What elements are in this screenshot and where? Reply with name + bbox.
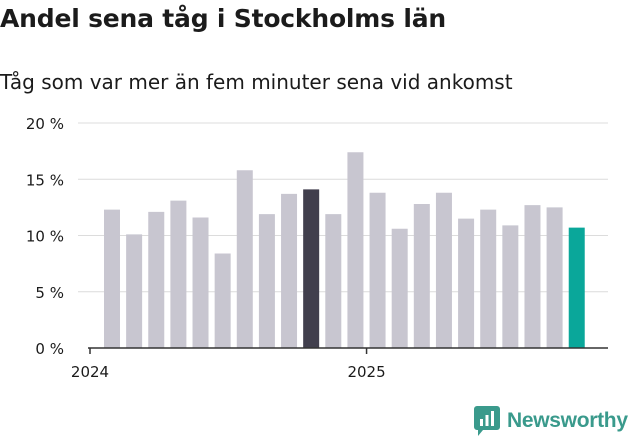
bar	[170, 200, 187, 348]
newsworthy-brand-name: Newsworthy	[507, 409, 628, 432]
bar	[347, 152, 364, 348]
bar	[126, 234, 143, 348]
bar	[546, 207, 563, 348]
bar-chart: 0 % 5 % 10 % 15 % 20 % 2024 2025	[26, 115, 608, 381]
chart-title: Andel sena tåg i Stockholms län	[0, 4, 446, 33]
bar	[214, 253, 231, 348]
y-tick-label: 15 %	[26, 171, 64, 189]
bar	[192, 217, 209, 348]
bar	[104, 209, 120, 348]
bar	[524, 205, 541, 348]
chart-subtitle: Tåg som var mer än fem minuter sena vid …	[0, 70, 513, 94]
newsworthy-logo-icon	[474, 406, 500, 436]
y-tick-label: 10 %	[26, 228, 64, 246]
bar	[258, 214, 275, 348]
newsworthy-brand: Newsworthy	[474, 406, 628, 436]
x-tick-label: 2025	[347, 363, 385, 381]
bar	[568, 227, 585, 348]
bar	[325, 214, 342, 348]
bar	[236, 170, 253, 348]
bar	[413, 204, 430, 348]
bar	[148, 211, 165, 348]
bar	[435, 192, 452, 348]
bar	[303, 189, 320, 348]
bar	[281, 193, 298, 348]
y-tick-label: 0 %	[35, 340, 64, 358]
bar	[480, 209, 497, 348]
y-tick-label: 5 %	[35, 284, 64, 302]
bar	[502, 225, 519, 348]
bar	[458, 218, 475, 348]
bar	[369, 192, 386, 348]
y-tick-label: 20 %	[26, 115, 64, 133]
bar	[391, 228, 408, 348]
x-tick-label: 2024	[71, 363, 109, 381]
